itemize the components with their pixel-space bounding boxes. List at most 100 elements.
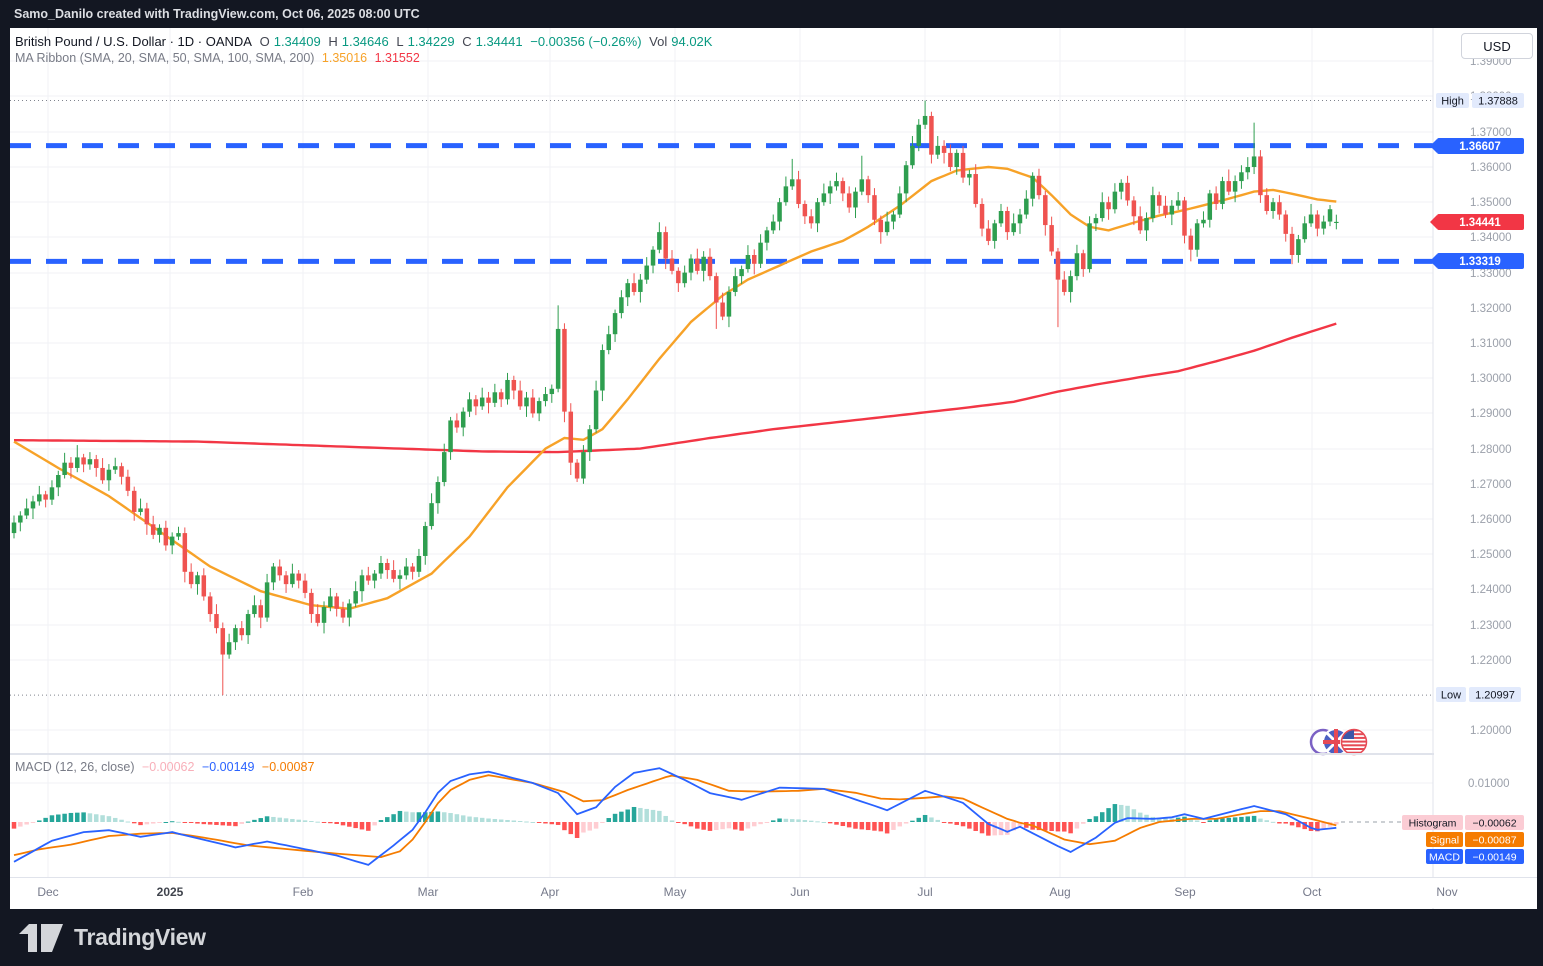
macd-histogram-bar: [986, 822, 991, 836]
price-tick-label: 1.39000: [1470, 56, 1512, 68]
candle: [264, 582, 270, 618]
candle: [581, 452, 586, 479]
candle: [144, 508, 150, 525]
macd-histogram-bar: [1081, 822, 1086, 824]
macd-legend[interactable]: MACD (12, 26, close) −0.00062 −0.00149 −…: [15, 760, 318, 774]
sma-red-line[interactable]: [14, 322, 1337, 454]
macd-main-line: [13, 767, 1337, 866]
macd-histogram-bar: [144, 822, 150, 825]
candle: [714, 276, 719, 303]
candle: [555, 328, 561, 389]
macd-histogram-bar: [1270, 821, 1276, 823]
currency-button-label: USD: [1483, 38, 1511, 54]
macd-histogram-bar: [486, 818, 491, 822]
candle: [929, 115, 934, 155]
macd-histogram-bar: [1043, 822, 1048, 831]
macd-histogram-bar: [581, 822, 586, 833]
macd-axis-tick: 0.01000: [1468, 778, 1510, 790]
candle: [290, 573, 295, 585]
candle: [163, 527, 169, 546]
candle: [1017, 214, 1023, 224]
candle: [366, 575, 371, 581]
svg-text:1.34441: 1.34441: [1459, 217, 1501, 229]
macd-histogram-bar: [638, 807, 643, 822]
high-low-lines: [10, 100, 1433, 696]
price-tick-label: 1.33000: [1470, 268, 1512, 280]
macd-histogram-bar: [1232, 817, 1238, 822]
candle: [1270, 202, 1276, 211]
macd-histogram-bar: [328, 822, 333, 824]
ma-ribbon-legend[interactable]: MA Ribbon (SMA, 20, SMA, 50, SMA, 100, S…: [15, 51, 424, 65]
candle: [448, 420, 453, 453]
candle: [789, 179, 795, 187]
candle: [631, 283, 637, 292]
macd-histogram-bar: [1131, 809, 1137, 822]
macd-histogram-bar: [536, 822, 542, 823]
candle: [195, 575, 200, 585]
price-tick-label: 1.25000: [1470, 549, 1512, 561]
tradingview-logo-icon[interactable]: [18, 923, 64, 953]
price-tick-label: 1.22000: [1470, 655, 1512, 667]
macd-badge-macd: MACD −0.00149: [1426, 849, 1524, 864]
candle: [87, 459, 93, 465]
price-axis[interactable]: 1.390001.380001.370001.360001.350001.340…: [1402, 28, 1537, 877]
macd-histogram-bar: [1093, 816, 1099, 822]
candle: [967, 174, 972, 178]
candle: [992, 223, 997, 241]
candle: [454, 420, 460, 428]
macd-histogram-bar: [758, 822, 763, 825]
candle: [834, 181, 839, 187]
candle: [315, 614, 320, 623]
candle: [283, 575, 289, 585]
candle: [226, 642, 232, 655]
candle: [676, 270, 681, 284]
time-axis-label: Nov: [1436, 885, 1458, 899]
candle: [1099, 202, 1105, 219]
candle: [1258, 156, 1263, 196]
macd-histogram-bar: [789, 819, 795, 822]
currency-button[interactable]: USD: [1461, 33, 1533, 59]
macd-histogram-bar: [600, 822, 605, 823]
macd-histogram-bar: [701, 822, 706, 830]
macd-histogram-bar: [182, 822, 188, 823]
macd-histogram-bar: [992, 822, 997, 836]
macd-histogram-bar: [650, 809, 656, 822]
symbol-legend[interactable]: British Pound / U.S. Dollar · 1D · OANDA…: [15, 34, 716, 49]
macd-histogram-bar: [859, 822, 865, 830]
candle: [435, 482, 441, 504]
macd-histogram-bar: [1308, 822, 1314, 831]
candle: [682, 272, 687, 284]
sma-orange-line[interactable]: [13, 165, 1337, 611]
candle: [1220, 181, 1225, 204]
candle: [62, 462, 67, 475]
candle: [650, 249, 656, 266]
attribution-bar: Samo_Danilo created with TradingView.com…: [0, 0, 1543, 28]
macd-histogram-bar: [220, 822, 226, 826]
price-badge: 1.33319: [1430, 253, 1524, 269]
macd-histogram-bar: [460, 815, 466, 822]
footer-brand[interactable]: TradingView: [74, 924, 206, 950]
macd-signal-value: −0.00087: [261, 760, 315, 774]
macd-histogram-bar: [391, 814, 396, 822]
time-axis[interactable]: Dec 2025 Feb Mar Apr May Jun Jul Aug Sep Oct Nov: [10, 877, 1537, 908]
macd-histogram-bar: [941, 822, 947, 823]
candle: [245, 614, 251, 636]
candle: [296, 573, 301, 581]
macd-histogram-bar: [808, 820, 814, 822]
horizontal-level-lines[interactable]: [10, 143, 1433, 264]
macd-histogram-bar: [979, 822, 985, 834]
low-label: L: [396, 34, 404, 49]
macd-histogram-bar: [1334, 822, 1339, 825]
candle: [441, 452, 447, 483]
svg-text:1.33319: 1.33319: [1459, 256, 1501, 268]
candle: [1131, 200, 1137, 217]
candle: [131, 490, 137, 512]
volume-value: 94.02K: [671, 34, 713, 49]
macd-histogram-bar: [214, 822, 219, 825]
macd-histogram-bar: [562, 822, 567, 831]
price-tick-label: 1.23000: [1470, 620, 1512, 632]
candle: [1024, 198, 1029, 215]
time-axis-label: Apr: [540, 885, 560, 899]
